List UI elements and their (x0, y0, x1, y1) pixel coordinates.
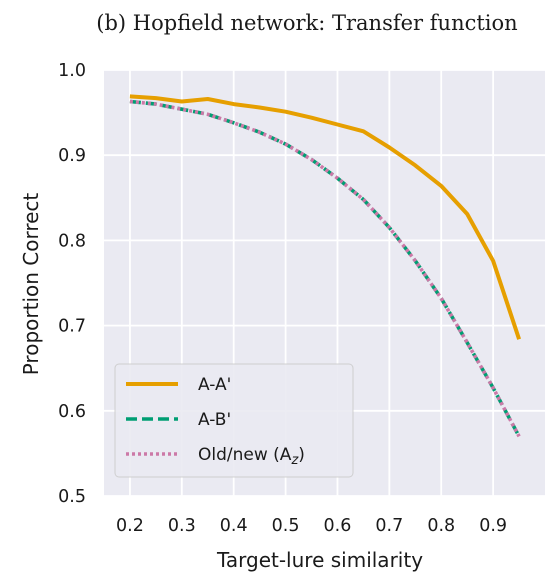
legend-label-1: A-B' (198, 410, 231, 430)
x-axis-label: Target-lure similarity (216, 548, 423, 572)
y-tick-labels: 0.5 0.6 0.7 0.8 0.9 1.0 (58, 61, 86, 507)
y-tick-label: 0.5 (58, 487, 86, 507)
x-tick-label: 0.6 (324, 516, 352, 536)
y-tick-label: 0.7 (58, 317, 86, 337)
x-tick-label: 0.3 (168, 516, 196, 536)
legend-box (114, 363, 354, 478)
x-tick-label: 0.9 (479, 516, 507, 536)
x-tick-label: 0.5 (272, 516, 300, 536)
x-tick-label: 0.4 (220, 516, 248, 536)
legend-label-2: Old/new (Az) (198, 445, 305, 468)
x-tick-label: 0.8 (427, 516, 455, 536)
chart-title: (b) Hopfield network: Transfer function (96, 11, 517, 35)
y-axis-label: Proportion Correct (19, 193, 43, 376)
series-line-2 (129, 99, 521, 438)
y-tick-label: 0.8 (58, 231, 86, 251)
legend: A-A' A-B' Old/new (Az) (114, 363, 354, 478)
y-tick-label: 0.6 (58, 402, 86, 422)
x-tick-label: 0.7 (375, 516, 403, 536)
y-tick-label: 1.0 (58, 61, 86, 81)
series-line-0 (129, 94, 521, 340)
x-tick-label: 0.2 (116, 516, 144, 536)
y-tick-label: 0.9 (58, 146, 86, 166)
x-tick-labels: 0.2 0.3 0.4 0.5 0.6 0.7 0.8 0.9 (116, 516, 507, 536)
series-lines (129, 94, 521, 438)
legend-label-0: A-A' (198, 375, 231, 395)
